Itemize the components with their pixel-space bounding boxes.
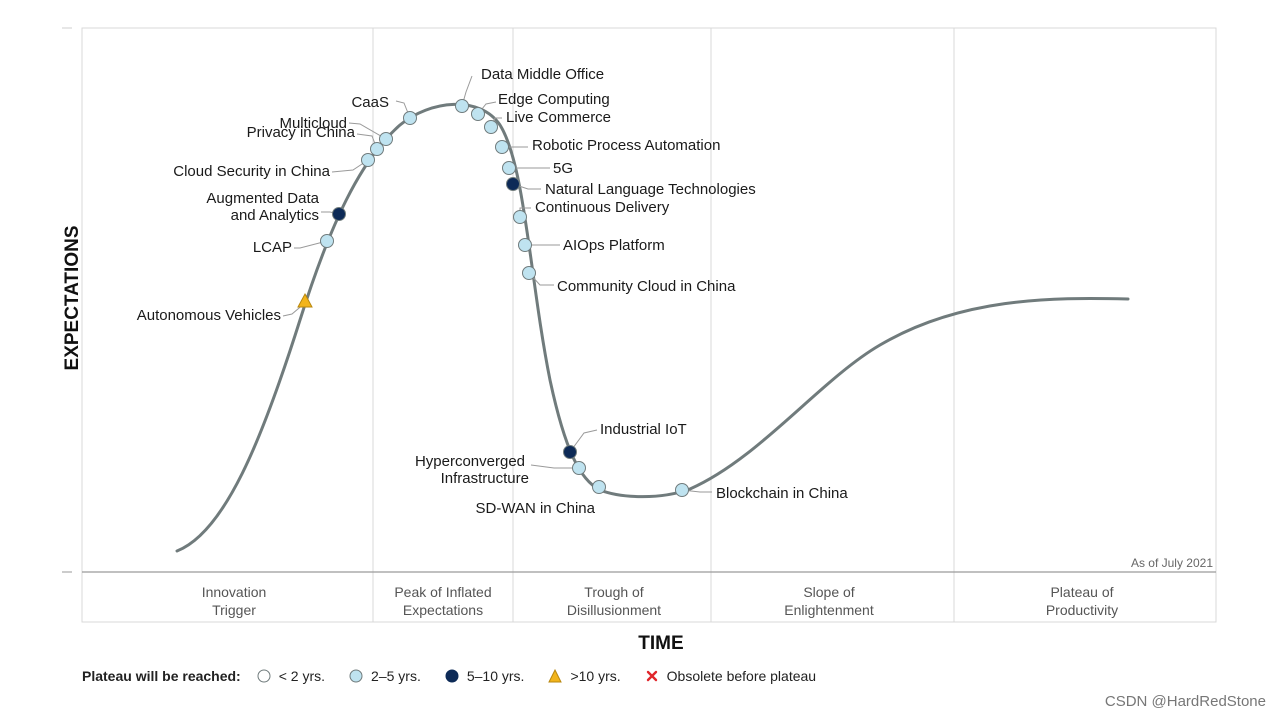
label-5g: 5G [553,160,573,177]
x-red-icon [646,670,657,682]
marker-live-commerce [484,120,498,134]
label-natural-language-technologies: Natural Language Technologies [545,181,756,198]
leader-lcap [294,240,328,249]
label-multicloud: Multicloud [279,115,347,132]
circle-light-blue-icon [349,669,363,683]
technology-labels: Data Middle Office Edge Computing Live C… [137,66,849,517]
marker-robotic-process-automation [495,140,509,154]
legend-item-5-10: 5–10 yrs. [445,668,525,684]
label-hyperconverged-line1: Hyperconverged [415,453,525,470]
marker-caas [403,111,417,125]
legend-item-obsolete: Obsolete before plateau [645,668,816,684]
y-axis-title: EXPECTATIONS [62,226,83,371]
label-lcap: LCAP [253,239,292,256]
label-data-middle-office: Data Middle Office [481,66,604,83]
label-cloud-security-in-china: Cloud Security in China [173,163,330,180]
label-robotic-process-automation: Robotic Process Automation [532,137,720,154]
label-continuous-delivery: Continuous Delivery [535,199,670,216]
marker-cloud-security-in-china [361,153,375,167]
leader-multicloud [348,122,387,140]
phase-labels: Innovation Trigger Peak of Inflated Expe… [202,584,1118,618]
leader-hyperconverged [530,464,579,469]
circle-white-icon [257,669,271,683]
as-of-date: As of July 2021 [1131,556,1213,570]
phase-innovation-trigger-line1: Innovation [202,584,267,600]
phase-plateau-line1: Plateau of [1050,584,1113,600]
marker-privacy-in-china [370,142,384,156]
watermark: CSDN @HardRedStone [1104,693,1266,710]
legend-item-2-5: 2–5 yrs. [349,668,421,684]
phase-slope-line2: Enlightenment [784,602,874,618]
marker-aiops-platform [518,238,532,252]
legend-label-obsolete: Obsolete before plateau [666,668,817,684]
marker-multicloud [379,132,393,146]
legend-label-5-10: 5–10 yrs. [466,668,525,684]
phase-trough-line1: Trough of [584,584,644,600]
marker-natural-language-technologies [506,177,520,191]
phase-innovation-trigger-line2: Trigger [212,602,256,618]
label-caas: CaaS [351,94,389,111]
label-community-cloud-in-china: Community Cloud in China [557,278,736,295]
label-aiops-platform: AIOps Platform [563,237,665,254]
legend-label-gt10: >10 yrs. [570,668,621,684]
label-edge-computing: Edge Computing [498,91,610,108]
circle-dark-navy-icon [445,669,459,683]
marker-5g [502,161,516,175]
marker-lcap [320,234,334,248]
technology-markers [297,99,689,497]
triangle-yellow-icon [548,669,563,683]
label-industrial-iot: Industrial IoT [600,421,687,438]
phase-peak-line2: Expectations [403,602,483,618]
phase-slope-line1: Slope of [803,584,854,600]
leader-industrial-iot [569,429,598,453]
legend: Plateau will be reached: < 2 yrs. 2–5 yr… [82,666,840,686]
hype-curve [175,102,1130,553]
marker-continuous-delivery [513,210,527,224]
marker-edge-computing [471,107,485,121]
label-augmented-data-line1: Augmented Data [206,190,319,207]
marker-industrial-iot [563,445,577,459]
label-privacy-in-china: Privacy in China [247,124,356,141]
marker-sd-wan-in-china [592,480,606,494]
marker-hyperconverged-infrastructure [572,461,586,475]
marker-autonomous-vehicles [297,292,313,308]
legend-item-lt2: < 2 yrs. [257,668,325,684]
x-axis-title: TIME [638,633,683,654]
label-sd-wan-in-china: SD-WAN in China [476,500,596,517]
legend-label-lt2: < 2 yrs. [278,668,326,684]
label-augmented-data-line2: and Analytics [231,207,319,224]
phase-dividers [372,28,955,622]
label-hyperconverged-line2: Infrastructure [441,470,529,487]
legend-item-gt10: >10 yrs. [548,668,621,684]
legend-title: Plateau will be reached: [82,668,241,684]
phase-peak-line1: Peak of Inflated [394,584,491,600]
legend-label-2-5: 2–5 yrs. [371,668,421,684]
phase-plateau-line2: Productivity [1046,602,1118,618]
marker-blockchain-in-china [675,483,689,497]
phase-trough-line2: Disillusionment [567,602,661,618]
chart-frame [81,27,1217,623]
marker-augmented-data-and-analytics [332,207,346,221]
label-live-commerce: Live Commerce [506,109,611,126]
marker-community-cloud-in-china [522,266,536,280]
label-blockchain-in-china: Blockchain in China [716,485,848,502]
marker-data-middle-office [455,99,469,113]
label-autonomous-vehicles: Autonomous Vehicles [137,307,281,324]
